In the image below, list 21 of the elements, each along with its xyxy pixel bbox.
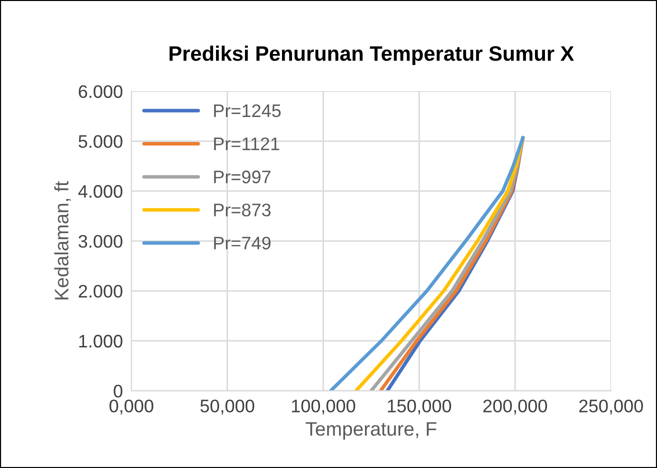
y-tick-label: 3.000 [78, 234, 122, 248]
y-axis-title: Kedalaman, ft [54, 181, 71, 300]
x-tick-label: 250,000 [579, 400, 643, 415]
legend-label: Pr=873 [214, 204, 271, 216]
x-tick-label: 0,000 [110, 400, 154, 415]
x-axis-title: Temperature, F [306, 422, 436, 440]
legend-label: Pr=749 [214, 236, 271, 250]
y-tick-label: 4.000 [78, 185, 122, 198]
y-tick-label: 5.000 [78, 135, 122, 148]
y-tick-label: 0 [114, 384, 122, 398]
x-tick-label: 50,000 [200, 400, 254, 415]
y-tick-label: 6.000 [78, 85, 122, 98]
x-tick-label: 100,000 [292, 400, 356, 415]
legend-label: Pr=1245 [214, 104, 281, 118]
x-tick-label: 150,000 [388, 400, 452, 415]
x-tick-label: 200,000 [483, 400, 548, 415]
legend-label: Pr=997 [214, 170, 270, 184]
y-tick-label: 2.000 [78, 284, 122, 298]
y-tick-label: 1.000 [79, 334, 122, 348]
legend-label: Pr=1121 [214, 137, 280, 150]
chart-title: Prediksi Penurunan Temperatur Sumur X [170, 46, 574, 66]
